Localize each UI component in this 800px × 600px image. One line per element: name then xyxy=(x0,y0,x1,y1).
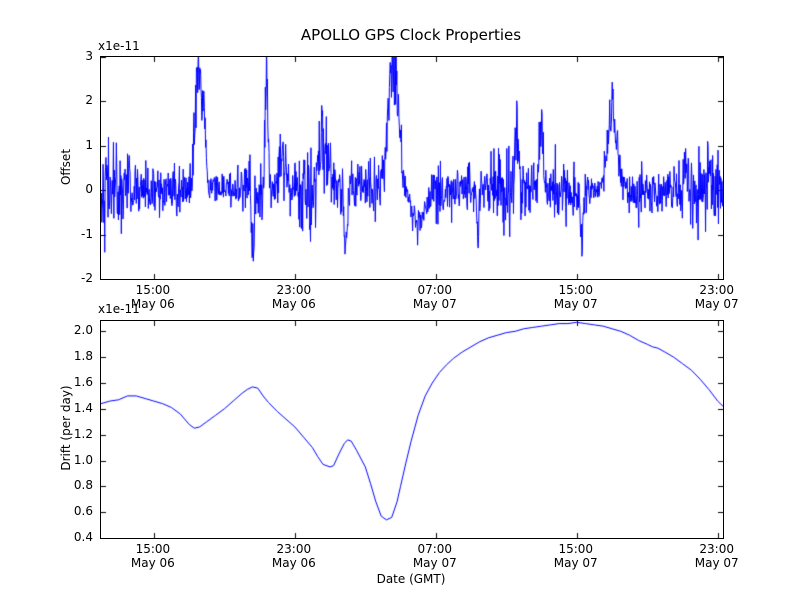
y-tick-label: 1 xyxy=(85,137,93,152)
y-tick-label: 2 xyxy=(85,93,93,108)
x-tick-time: 23:00 xyxy=(699,283,734,297)
x-tick-time: 23:00 xyxy=(699,542,734,556)
y-tick-label: 2.0 xyxy=(73,323,93,338)
x-tick-time: 07:00 xyxy=(417,542,453,556)
x-tick-time: 07:00 xyxy=(417,283,453,297)
x-tick-label: 15:00 May 06 xyxy=(108,283,198,311)
offset-y-axis-label: Offset xyxy=(59,148,73,186)
x-tick-time: 23:00 xyxy=(276,283,312,297)
y-tick-label: 0 xyxy=(85,182,93,197)
offset-plot-area xyxy=(100,56,724,280)
x-tick-label: 07:00 May 07 xyxy=(390,542,480,570)
x-tick-label: 15:00 May 07 xyxy=(531,283,621,311)
x-tick-date: May 07 xyxy=(412,556,457,570)
x-tick-date: May 07 xyxy=(694,556,739,570)
x-tick-date: May 07 xyxy=(412,297,457,311)
x-tick-label: 23:00 May 07 xyxy=(672,542,762,570)
chart-title: APOLLO GPS Clock Properties xyxy=(300,26,522,44)
x-tick-label: 15:00 May 06 xyxy=(108,542,198,570)
x-axis-label: Date (GMT) xyxy=(376,572,446,586)
x-tick-label: 07:00 May 07 xyxy=(390,283,480,311)
x-tick-date: May 06 xyxy=(271,297,316,311)
y-tick-label: 0.4 xyxy=(73,530,93,544)
x-tick-date: May 06 xyxy=(271,556,316,570)
offset-scale-note: x1e-11 xyxy=(98,39,140,53)
y-tick-label: 0.6 xyxy=(73,504,93,519)
x-tick-time: 15:00 xyxy=(135,542,171,556)
y-tick-label: 3 xyxy=(85,49,93,63)
x-tick-label: 15:00 May 07 xyxy=(531,542,621,570)
y-tick-label: 1.2 xyxy=(73,426,93,441)
y-tick-label: -1 xyxy=(81,226,93,241)
x-tick-time: 15:00 xyxy=(558,283,594,297)
y-tick-label: 1.6 xyxy=(73,375,93,389)
x-tick-time: 15:00 xyxy=(135,283,171,297)
x-tick-time: 23:00 xyxy=(276,542,312,556)
drift-plot-area xyxy=(100,320,724,539)
x-tick-label: 23:00 May 06 xyxy=(249,283,339,311)
y-tick-label: 1.0 xyxy=(73,452,93,467)
x-tick-date: May 07 xyxy=(553,556,598,570)
x-tick-date: May 07 xyxy=(553,297,598,311)
y-tick-label: 1.8 xyxy=(73,349,93,364)
x-tick-label: 23:00 May 06 xyxy=(249,542,339,570)
x-tick-date: May 06 xyxy=(130,297,175,311)
x-tick-date: May 07 xyxy=(694,297,739,311)
drift-per-day--series-canvas xyxy=(101,321,723,538)
x-tick-date: May 06 xyxy=(130,556,175,570)
y-tick-label: 0.8 xyxy=(73,478,93,493)
x-tick-time: 15:00 xyxy=(558,542,594,556)
drift-scale-note: x1e-11 xyxy=(98,302,140,316)
offset-series-canvas xyxy=(101,57,723,279)
x-tick-label: 23:00 May 07 xyxy=(672,283,762,311)
y-tick-label: 1.4 xyxy=(73,400,93,415)
y-tick-label: -2 xyxy=(81,271,93,285)
